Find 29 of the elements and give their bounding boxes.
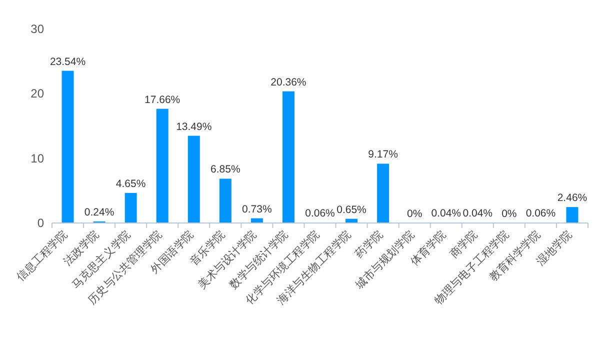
y-tick-label: 20 bbox=[30, 86, 44, 101]
data-label: 0.04% bbox=[462, 208, 493, 220]
bar bbox=[282, 91, 294, 223]
bar bbox=[566, 207, 578, 223]
data-label: 23.54% bbox=[50, 56, 86, 68]
data-label: 20.36% bbox=[270, 76, 306, 88]
y-tick-label: 10 bbox=[30, 151, 44, 166]
data-label: 2.46% bbox=[557, 192, 588, 204]
bar bbox=[377, 164, 390, 223]
bar bbox=[156, 108, 168, 223]
data-label: 4.65% bbox=[116, 178, 146, 190]
data-label: 0.06% bbox=[526, 208, 556, 220]
data-label: 0.04% bbox=[431, 208, 462, 220]
bar bbox=[188, 136, 200, 223]
bar bbox=[219, 178, 232, 223]
data-label: 0.73% bbox=[242, 203, 272, 216]
data-label: 0% bbox=[502, 208, 517, 220]
y-tick-label: 30 bbox=[30, 22, 44, 36]
data-label: 6.85% bbox=[210, 164, 240, 176]
data-label: 13.49% bbox=[176, 120, 212, 133]
data-label: 0.06% bbox=[305, 208, 335, 220]
data-label: 9.17% bbox=[368, 148, 398, 161]
bar bbox=[62, 70, 74, 223]
data-label: 0% bbox=[406, 208, 422, 220]
data-label: 0.65% bbox=[336, 204, 366, 216]
y-tick-label: 0 bbox=[37, 216, 44, 230]
data-label: 0.24% bbox=[84, 206, 114, 218]
data-label: 17.66% bbox=[144, 94, 180, 106]
bar bbox=[124, 192, 137, 223]
